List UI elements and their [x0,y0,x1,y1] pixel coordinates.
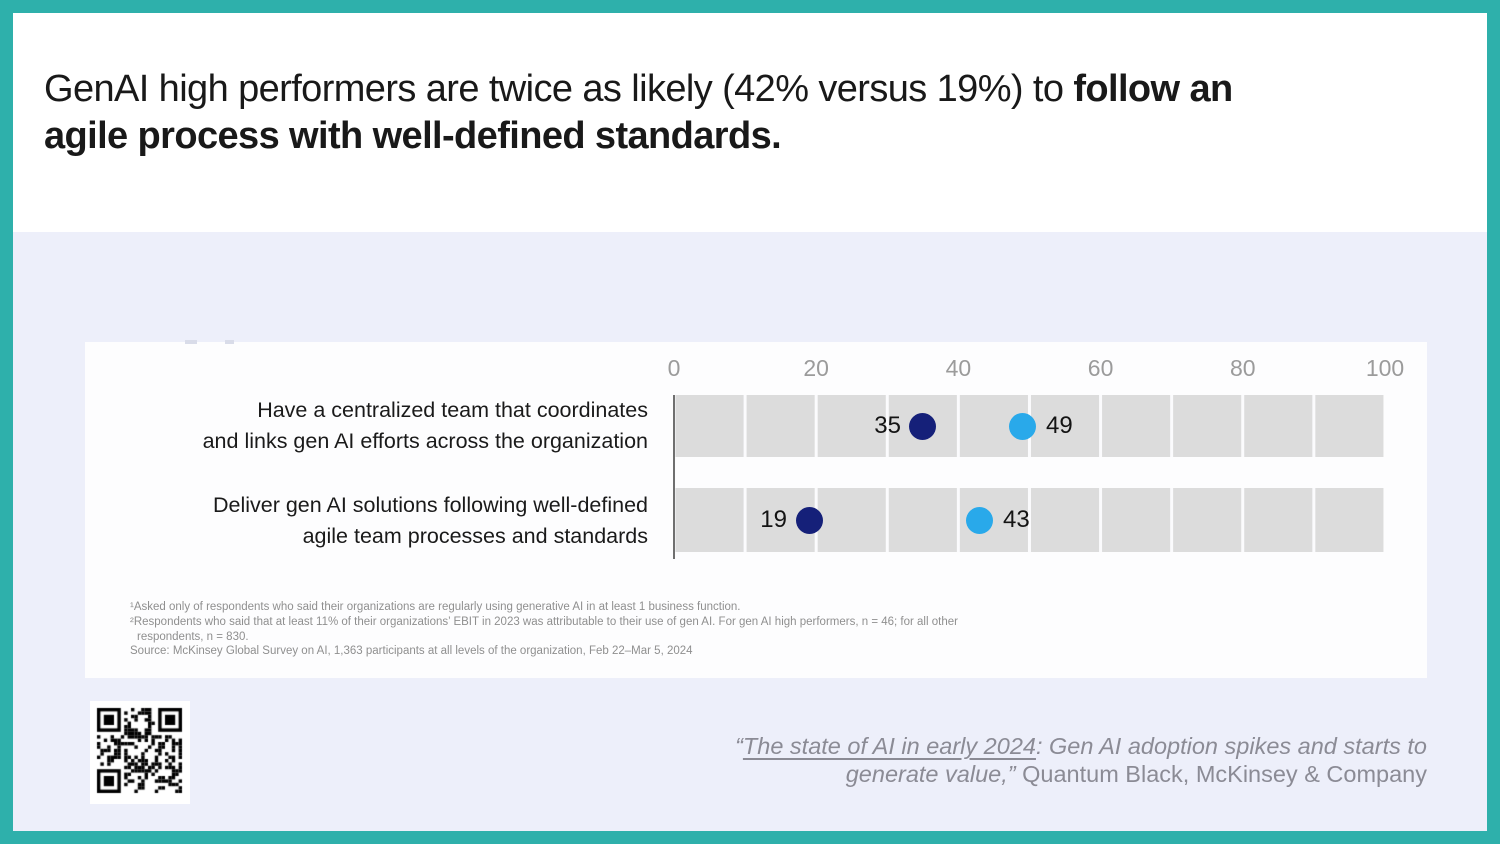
category-line: Deliver gen AI solutions following well-… [212,493,648,517]
data-dot-blue-row1 [1009,412,1036,440]
citation-open-quote: “ [735,733,743,759]
axis-tick-label: 40 [945,355,972,381]
citation-line2-italic: generate value,” [845,761,1016,787]
footnote-line-2: ²Respondents who said that at least 11% … [130,615,958,628]
dot-value-label: 35 [874,412,901,439]
source-citation: “The state of AI in early 2024: Gen AI a… [667,732,1427,788]
axis-tick-label: 0 [667,355,681,381]
axis-tick-label: 60 [1087,355,1114,381]
citation-link[interactable]: The state of AI in early 2024 [742,733,1036,759]
dot-value-label: 49 [1046,412,1073,439]
category-label-agile-process: Deliver gen AI solutions following well-… [113,490,648,552]
chart-track-row2 [674,488,1384,552]
qr-code [90,701,190,804]
footnotes: ¹Asked only of respondents who said thei… [130,600,958,659]
axis-tick-label: 100 [1365,355,1405,381]
chart-panel: 0 20 40 60 80 100 Have a centralized tea… [85,340,1427,678]
page-title: GenAI high performers are twice as likel… [44,66,1454,160]
category-line: agile team processes and standards [302,524,648,548]
title-regular-text: GenAI high performers are twice as likel… [44,68,1074,110]
dot-value-label: 43 [1003,506,1030,533]
category-line: Have a centralized team that coordinates [257,398,648,422]
title-bold-text-line1: follow an [1073,68,1233,110]
category-line: and links gen AI efforts across the orga… [202,429,648,453]
axis-tick-label: 20 [803,355,829,381]
cropped-text-remnant [185,340,197,344]
footnote-line-3: respondents, n = 830. [137,630,249,643]
footnote-source-line: Source: McKinsey Global Survey on AI, 1,… [130,645,693,658]
data-dot-navy-row2 [795,506,823,534]
data-dot-navy-row1 [909,412,936,440]
qr-code-canvas [91,702,189,803]
footnote-line-1: ¹Asked only of respondents who said thei… [130,601,741,613]
title-bold-text-line2: agile process with well-defined standard… [44,115,782,157]
citation-line2-regular: Quantum Black, McKinsey & Company [1015,761,1427,787]
category-label-centralized-team: Have a centralized team that coordinates… [113,395,648,457]
dot-value-label: 19 [760,506,787,533]
axis-zero-line [673,395,675,559]
cropped-text-remnant [225,340,234,344]
citation-line1-rest: : Gen AI adoption spikes and starts to [1035,733,1427,759]
data-dot-blue-row2 [966,506,993,534]
axis-tick-label: 80 [1230,355,1256,381]
header: GenAI high performers are twice as likel… [13,13,1487,232]
